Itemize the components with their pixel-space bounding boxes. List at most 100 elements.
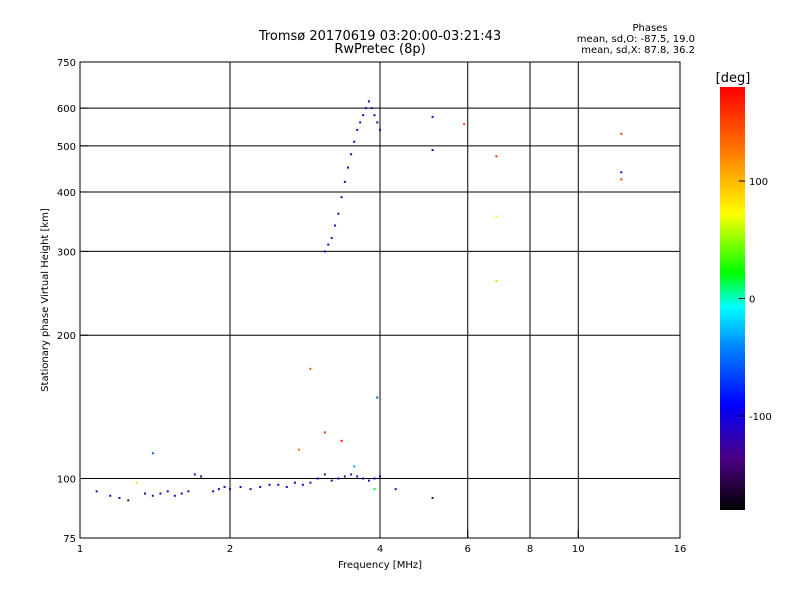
data-point-4 (135, 481, 138, 484)
data-point-1 (109, 494, 112, 497)
data-point-68 (431, 148, 434, 151)
colorbar-ticks: 100 0 -100 (739, 177, 772, 423)
data-point-17 (229, 488, 231, 491)
data-point-61 (365, 107, 368, 110)
data-point-22 (277, 483, 280, 486)
data-point-25 (301, 483, 304, 486)
data-point-3 (127, 499, 130, 502)
colorbar-tick-label-2: -100 (749, 412, 772, 423)
grid-lines (80, 62, 680, 538)
data-point-20 (259, 485, 262, 488)
data-point-67 (431, 115, 434, 118)
data-point-47 (431, 497, 434, 500)
y-tick-label-4: 400 (57, 188, 76, 199)
chart-title: Tromsø 20170619 03:20:00-03:21:43 (258, 29, 501, 44)
data-point-36 (373, 477, 376, 480)
data-point-26 (309, 481, 312, 484)
data-point-19 (249, 488, 252, 491)
data-point-14 (212, 490, 215, 493)
y-axis-label: Stationary phase Virtual Height [km] (40, 208, 51, 392)
data-point-64 (373, 114, 376, 117)
y-tick-label-7: 750 (57, 58, 76, 69)
data-point-23 (285, 485, 288, 488)
data-point-70 (495, 155, 498, 158)
data-point-29 (330, 479, 333, 482)
data-point-58 (356, 128, 359, 131)
data-point-38 (297, 448, 300, 451)
data-point-6 (151, 494, 154, 497)
data-point-46 (394, 488, 397, 491)
data-point-32 (350, 473, 353, 476)
data-point-30 (337, 477, 340, 480)
x-tick-label-1: 2 (227, 544, 233, 555)
data-point-53 (340, 196, 343, 199)
data-point-44 (373, 488, 376, 491)
stats-heading: Phases (632, 23, 667, 34)
data-point-59 (359, 121, 362, 124)
x-tick-label-2: 4 (377, 544, 383, 555)
data-point-7 (159, 492, 162, 495)
y-tick-label-3: 300 (57, 247, 76, 258)
y-tick-label-6: 600 (57, 104, 76, 115)
chart-subtitle: RwPretec (8p) (334, 42, 425, 57)
data-point-51 (334, 224, 337, 227)
data-point-9 (173, 494, 176, 497)
data-point-66 (379, 128, 381, 131)
data-point-42 (151, 452, 154, 455)
data-point-74 (620, 171, 623, 174)
data-point-72 (495, 280, 498, 283)
x-axis-label: Frequency [MHz] (338, 560, 422, 571)
data-point-31 (343, 475, 346, 478)
data-point-10 (180, 492, 183, 495)
data-point-40 (323, 431, 326, 434)
data-point-2 (118, 497, 121, 500)
data-point-69 (463, 123, 466, 126)
data-point-57 (353, 140, 356, 143)
stats-line-o: mean, sd,O: -87.5, 19.0 (577, 34, 695, 45)
data-point-75 (620, 178, 623, 181)
data-point-39 (309, 367, 312, 370)
data-point-5 (143, 492, 146, 495)
data-point-11 (187, 490, 190, 493)
data-point-15 (217, 488, 220, 491)
data-point-37 (379, 475, 381, 478)
x-tick-label-4: 8 (527, 544, 533, 555)
x-axis-ticks: 1 2 4 6 8 10 16 (77, 530, 687, 555)
y-tick-label-1: 100 (57, 475, 76, 486)
data-point-52 (337, 212, 340, 215)
data-point-13 (200, 475, 203, 478)
x-tick-label-5: 10 (572, 544, 585, 555)
data-point-27 (316, 477, 319, 480)
colorbar-tick-label-0: 100 (749, 177, 768, 188)
x-tick-label-3: 6 (465, 544, 471, 555)
data-point-56 (350, 153, 353, 156)
y-tick-label-2: 200 (57, 331, 76, 342)
data-point-73 (620, 132, 623, 135)
data-point-45 (376, 396, 379, 399)
data-point-12 (193, 473, 196, 476)
data-point-41 (340, 439, 343, 442)
data-point-35 (367, 479, 370, 482)
data-point-0 (95, 490, 98, 493)
data-point-50 (330, 237, 333, 240)
data-point-24 (293, 481, 296, 484)
data-point-55 (346, 166, 349, 169)
y-tick-label-0: 75 (63, 534, 76, 545)
data-point-18 (239, 485, 242, 488)
data-point-8 (166, 490, 169, 493)
data-point-28 (323, 473, 326, 476)
data-point-33 (356, 475, 359, 478)
data-points (95, 100, 623, 502)
y-tick-label-5: 500 (57, 142, 76, 153)
x-tick-label-0: 1 (77, 544, 83, 555)
data-point-21 (268, 483, 271, 486)
data-point-49 (327, 243, 330, 246)
x-tick-label-6: 16 (674, 544, 687, 555)
data-point-48 (323, 250, 326, 253)
data-point-54 (343, 180, 346, 183)
data-point-43 (353, 465, 356, 468)
data-point-60 (362, 114, 365, 117)
data-point-16 (223, 485, 226, 488)
data-point-65 (376, 121, 379, 124)
